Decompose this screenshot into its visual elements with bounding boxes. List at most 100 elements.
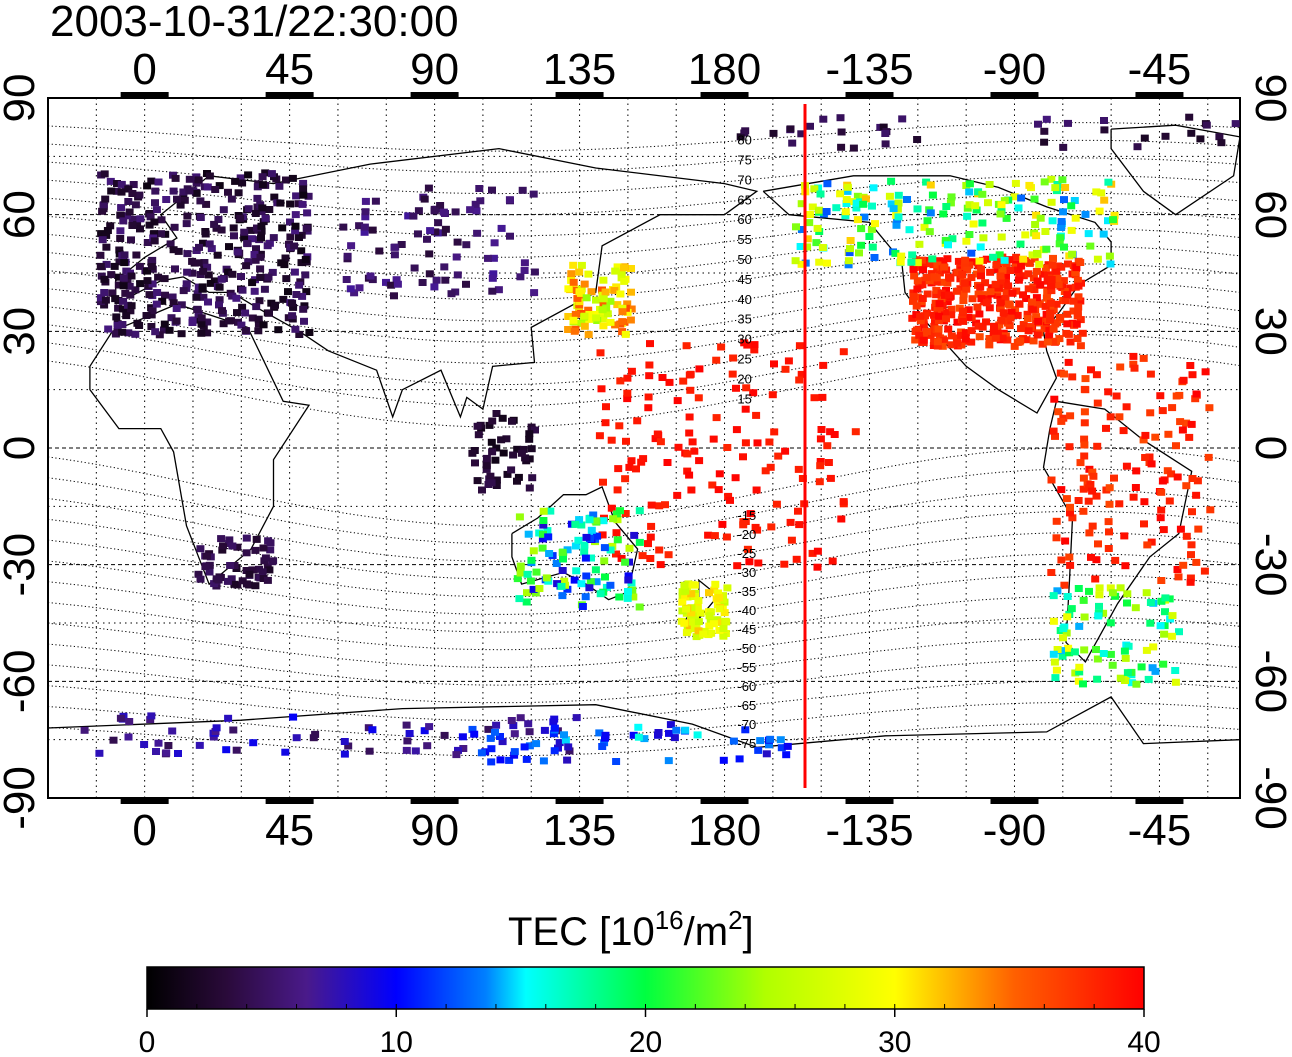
tec-cell (1049, 617, 1058, 625)
tec-cell (612, 758, 621, 765)
tec-cell (215, 301, 223, 309)
top-lon-label: -135 (825, 45, 913, 94)
tec-cell (295, 234, 303, 241)
tec-cell (360, 223, 369, 231)
tec-cell (305, 329, 314, 336)
tec-cell (722, 618, 731, 626)
tec-cell (252, 535, 261, 543)
tec-cell (169, 187, 178, 195)
tec-cell (150, 237, 159, 245)
tec-cell (1064, 260, 1072, 268)
tec-cell (776, 736, 785, 744)
tec-cell (1092, 556, 1101, 564)
tec-cell (203, 329, 212, 337)
tec-cell (148, 307, 157, 314)
tec-cell (269, 234, 278, 242)
tec-cell (679, 377, 688, 385)
tec-cell (1023, 315, 1032, 323)
tec-cell (913, 259, 922, 267)
tec-cell (673, 491, 682, 499)
tec-cell (1095, 584, 1104, 592)
tec-cell (219, 542, 227, 550)
mlat-contour (48, 298, 1240, 364)
tec-cell (656, 438, 665, 446)
tec-cell (621, 558, 630, 566)
tec-cell (696, 609, 705, 617)
tec-cell (259, 544, 268, 552)
tec-cell (1050, 395, 1059, 403)
tec-cell (112, 187, 121, 195)
mlat-label: 60 (737, 212, 751, 227)
tec-cell (1185, 433, 1194, 441)
tec-cell (1011, 179, 1020, 187)
tec-cell (154, 273, 163, 281)
tec-cell (891, 249, 900, 257)
tec-cell (682, 609, 691, 617)
tec-cell (488, 448, 497, 456)
tec-cell (1030, 286, 1039, 294)
tec-cell (627, 457, 636, 465)
tec-cell (572, 567, 581, 575)
tec-cell (815, 478, 824, 486)
tec-cell (209, 733, 218, 741)
tec-cell (708, 481, 717, 489)
tec-cell (564, 743, 573, 751)
tec-cell (943, 298, 952, 306)
tec-cell (1092, 371, 1101, 379)
tec-cell (713, 616, 722, 624)
tec-cell (1016, 240, 1025, 248)
right-lat-label: -30 (1246, 533, 1292, 597)
tec-cell (196, 545, 205, 553)
tec-cell (633, 417, 642, 425)
tec-cell (414, 230, 422, 238)
tec-cell (1031, 221, 1040, 228)
tec-cell (634, 723, 643, 731)
tec-cell (797, 226, 806, 233)
tec-cell (1116, 674, 1125, 682)
tec-cell (1080, 435, 1089, 443)
tec-cell (492, 482, 501, 489)
mlat-label: 80 (737, 133, 751, 148)
tec-cell (118, 321, 127, 328)
tec-cell (1003, 336, 1012, 344)
tec-cell (832, 204, 841, 212)
tec-cell (502, 435, 511, 443)
tec-cell (219, 206, 228, 214)
tec-cell (1060, 243, 1068, 251)
tec-cell (591, 517, 600, 525)
tec-cell (261, 554, 270, 562)
tec-cell (752, 486, 761, 494)
tec-cell (1058, 652, 1067, 660)
colorbar-tick-label: 40 (1127, 1026, 1160, 1057)
tec-cell (830, 431, 839, 438)
tec-cell (281, 254, 290, 262)
tec-cell (843, 187, 852, 195)
tec-cell (967, 249, 976, 257)
tec-cell (1112, 392, 1121, 400)
tec-cell (635, 507, 644, 515)
tec-cell (644, 540, 652, 548)
tec-cell (752, 411, 761, 419)
tec-cell (978, 323, 987, 331)
tec-cell (1145, 453, 1154, 461)
tec-cell (382, 278, 390, 286)
tec-cell (1074, 293, 1083, 301)
tec-cell (214, 576, 223, 584)
tec-cell (769, 129, 778, 137)
tec-cell (1142, 589, 1151, 597)
tec-cell (165, 326, 174, 334)
tec-cell (571, 310, 580, 318)
greenland-coast (1110, 124, 1240, 216)
tec-cell (1105, 252, 1114, 260)
tec-cell (97, 230, 106, 238)
tec-cell (360, 228, 369, 236)
tec-cell (243, 239, 252, 247)
timestamp-title: 2003-10-31/22:30:00 (50, 0, 459, 46)
tec-cell (474, 431, 483, 439)
tec-cell (1093, 442, 1102, 450)
tec-cell (963, 266, 972, 274)
tec-cell (581, 593, 590, 601)
tec-cell (459, 745, 468, 752)
tec-cell (613, 263, 622, 271)
tec-cell (1024, 327, 1033, 335)
